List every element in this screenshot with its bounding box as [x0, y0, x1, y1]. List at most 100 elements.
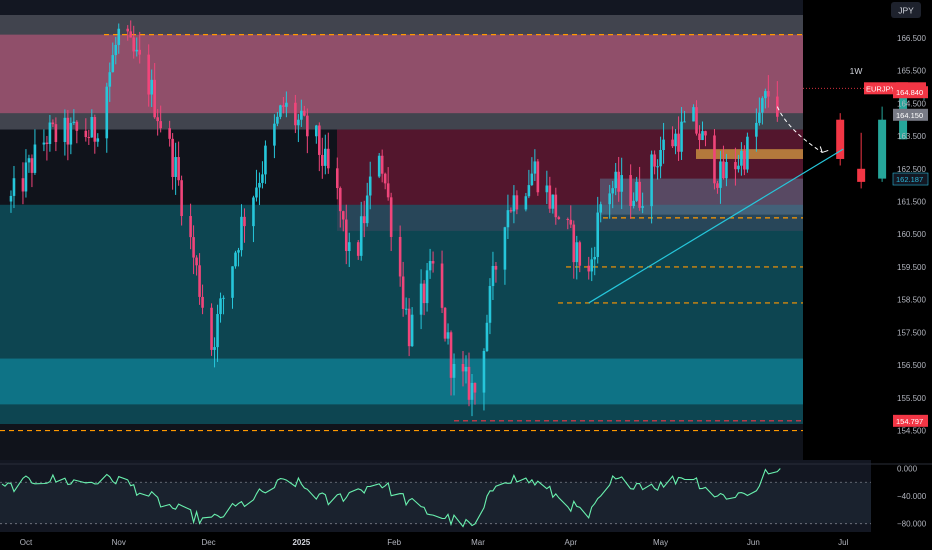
candle-body — [410, 314, 414, 347]
candle-body — [725, 162, 728, 179]
price-badge — [892, 172, 929, 186]
candle — [126, 25, 130, 41]
price-tick-label: 161.500 — [897, 198, 926, 207]
candle-body — [132, 37, 136, 52]
candle-body — [380, 155, 384, 174]
candle — [114, 36, 118, 65]
price-badge — [893, 414, 928, 427]
candle-body — [138, 49, 142, 55]
candle — [111, 42, 115, 73]
currency-label: JPY — [898, 6, 914, 16]
candle-body — [192, 237, 195, 258]
candle-body — [66, 117, 70, 145]
candle — [410, 307, 414, 347]
candle — [719, 150, 722, 204]
candle — [54, 117, 58, 152]
candle — [30, 154, 34, 188]
candle-body — [680, 121, 683, 152]
candle — [572, 220, 576, 279]
candle-body — [273, 123, 276, 146]
candle-body — [45, 142, 49, 145]
candle — [27, 154, 31, 173]
candle-body — [494, 265, 498, 270]
candle-body — [407, 308, 411, 347]
candle — [48, 114, 52, 152]
candle-body — [683, 121, 686, 123]
candle-body — [389, 197, 393, 237]
candle-body — [156, 117, 159, 122]
zone-deep-demand — [0, 358, 803, 405]
price-tick-label: 157.500 — [897, 328, 926, 337]
zone-order-block — [696, 149, 803, 159]
osc-zone — [0, 482, 871, 524]
candle — [611, 180, 614, 209]
candle — [515, 190, 519, 215]
candles — [9, 20, 929, 417]
candle — [461, 351, 465, 387]
projection-arrow[interactable] — [776, 106, 823, 153]
candle — [341, 210, 345, 232]
candle-body — [764, 91, 767, 99]
candle-body — [210, 307, 213, 350]
candle — [722, 145, 725, 180]
candle-body — [575, 242, 579, 263]
candle — [195, 255, 198, 276]
weekly-candle — [836, 113, 845, 166]
candle-body — [27, 158, 31, 163]
candle — [24, 149, 28, 198]
price-badge-label: 164.840 — [896, 88, 923, 97]
price-tick-label: 159.500 — [897, 263, 926, 272]
candle — [234, 250, 237, 269]
candle — [75, 120, 79, 144]
candle — [93, 114, 97, 154]
candle-body — [153, 79, 156, 118]
candle — [362, 200, 366, 238]
candle-body — [473, 382, 477, 393]
candle-body — [326, 148, 330, 169]
candle-body — [551, 194, 555, 209]
candle — [599, 201, 603, 223]
candle — [527, 169, 531, 199]
candle — [243, 208, 246, 243]
candle-body — [650, 154, 653, 207]
price-tick-label: 154.500 — [897, 427, 926, 436]
candle — [138, 31, 142, 64]
candle — [63, 109, 67, 156]
candle-body — [321, 154, 324, 166]
candle — [12, 165, 16, 209]
candle-body — [285, 102, 288, 107]
trendline[interactable] — [588, 148, 844, 304]
symbol-name: EURJPY — [866, 84, 896, 93]
candle-body — [324, 148, 327, 166]
candle — [231, 266, 234, 309]
candle-body — [404, 308, 408, 310]
candle-body — [383, 173, 387, 184]
candle — [174, 142, 177, 195]
candle — [156, 109, 159, 136]
candle-body — [743, 150, 746, 170]
candle-body — [69, 122, 73, 145]
candle-body — [443, 307, 447, 339]
candle — [425, 263, 429, 312]
candle-body — [566, 219, 570, 221]
candle — [117, 23, 121, 54]
time-scale[interactable] — [0, 532, 871, 550]
candle — [368, 161, 372, 210]
candle-body — [629, 175, 632, 207]
price-badge — [893, 86, 928, 99]
candle — [467, 352, 471, 407]
candle-body — [386, 183, 390, 198]
candle — [300, 99, 303, 127]
candle-body — [659, 150, 662, 167]
candle — [767, 75, 770, 108]
candle-body — [276, 116, 279, 124]
candle-body — [84, 130, 88, 138]
candle-body — [368, 176, 372, 196]
currency-button[interactable] — [891, 2, 921, 18]
candle-body — [300, 110, 303, 120]
candle-body — [440, 263, 444, 308]
candle — [69, 117, 73, 155]
price-tick-label: 164.500 — [897, 99, 926, 108]
candle-body — [171, 138, 174, 177]
